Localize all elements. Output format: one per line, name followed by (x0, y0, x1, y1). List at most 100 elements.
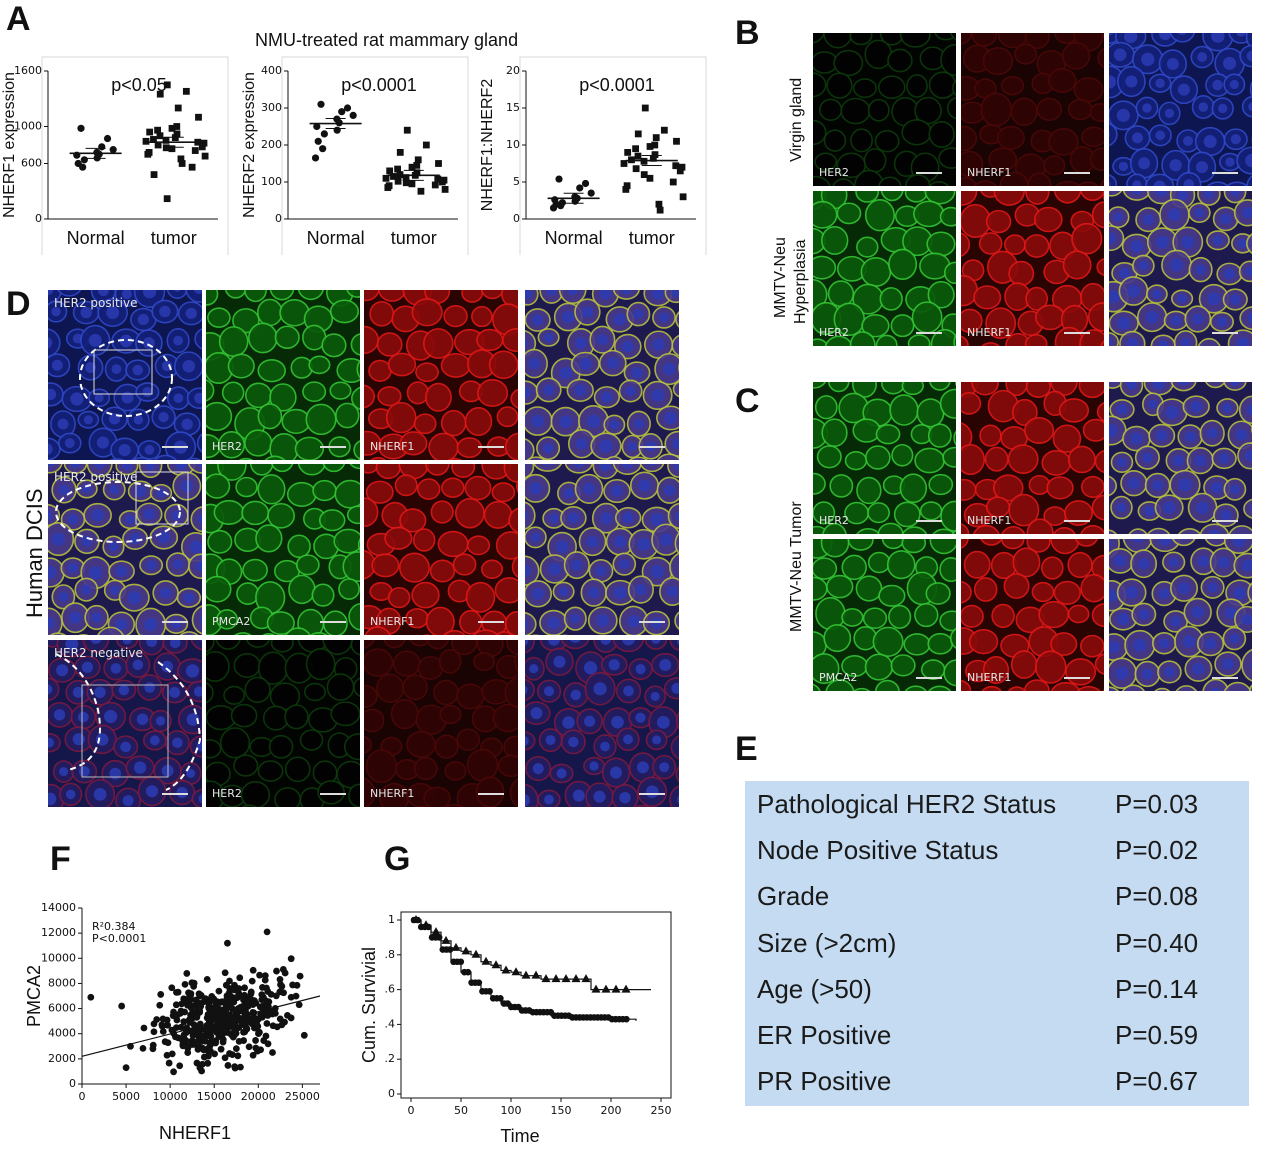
cell-shape (1008, 260, 1035, 287)
cell-shape (353, 440, 360, 460)
cell-shape (1080, 524, 1104, 534)
cell-shape (376, 673, 405, 704)
cell-shape (311, 583, 335, 607)
data-point (174, 988, 182, 996)
nucleus-shape (611, 715, 624, 729)
data-point (189, 1032, 197, 1039)
data-point (287, 955, 295, 963)
cell-shape (593, 640, 619, 653)
nucleus-shape (132, 364, 144, 376)
nucleus-shape (159, 305, 171, 318)
data-point (168, 124, 176, 132)
cell-shape (985, 209, 1012, 234)
chart-g-survival: 0 .2 .4 .6 .8 1 0 50 100 150 200 250 Cum. Survivial T… (359, 911, 672, 1146)
data-point (235, 1037, 243, 1045)
channel-label: PMCA2 (212, 615, 251, 628)
nucleus-shape (1232, 539, 1246, 548)
cell-shape (988, 147, 1018, 172)
cell-shape (973, 285, 1002, 310)
cell-shape (1100, 178, 1104, 186)
censor-marker (581, 974, 591, 983)
nucleus-shape (1109, 589, 1118, 602)
cell-shape (422, 328, 454, 359)
nucleus-shape (1212, 235, 1223, 246)
cell-shape (978, 232, 1003, 255)
nucleus-shape (573, 464, 585, 468)
panel-e-table: Pathological HER2 Status P=0.03 Node Posi… (745, 781, 1249, 1106)
cell-shape (1046, 476, 1074, 500)
data-point (263, 984, 270, 992)
nucleus-shape (525, 736, 529, 746)
nucleus-shape (127, 591, 141, 605)
cell-shape (525, 438, 535, 460)
cell-shape (861, 314, 890, 338)
data-point (183, 970, 191, 977)
table-row: Age (>50) P=0.14 (757, 974, 1199, 1004)
cell-shape (387, 352, 417, 377)
nucleus-shape (67, 562, 79, 574)
cell-shape (1073, 77, 1104, 103)
scale-bar (1212, 520, 1238, 522)
cell-shape (48, 677, 60, 702)
cell-shape (1052, 424, 1082, 453)
panel-a-title: NMU-treated rat mammary gland (255, 30, 519, 50)
table-row: PR Positive P=0.67 (757, 1066, 1199, 1096)
scale-bar (320, 446, 346, 448)
censor-marker (501, 965, 511, 974)
cell-shape (1053, 526, 1076, 534)
nucleus-shape (562, 310, 575, 324)
cell-shape (982, 655, 1010, 684)
cell-shape (901, 382, 924, 396)
nucleus-shape (659, 312, 670, 323)
cell-shape (444, 803, 464, 807)
cell-shape (236, 582, 260, 605)
data-point (172, 1001, 180, 1009)
cell-shape (1023, 679, 1050, 691)
nucleus-shape (1123, 33, 1138, 44)
cell-shape (267, 502, 295, 529)
data-point (641, 104, 649, 112)
cell-shape (904, 191, 928, 203)
cell-shape (823, 129, 847, 152)
nucleus-shape (88, 333, 102, 347)
x-tick-label: 200 (601, 1104, 622, 1117)
y-tick-label: 1600 (14, 64, 42, 77)
nucleus-shape (51, 532, 66, 546)
cell-shape (390, 698, 419, 730)
cell-shape (1226, 181, 1249, 186)
cell-shape (357, 537, 360, 552)
nucleus-shape (562, 716, 575, 729)
data-point (678, 163, 686, 171)
data-point (241, 1008, 249, 1016)
cell-shape (1228, 525, 1252, 534)
cell-shape (464, 407, 493, 437)
nucleus-shape (621, 340, 634, 353)
cell-shape (849, 33, 873, 46)
nucleus-shape (1229, 294, 1241, 305)
micrograph-tile (206, 640, 360, 807)
panel-d-side-label: Human DCIS (22, 488, 47, 618)
cell-shape (1024, 334, 1048, 346)
cell-shape (496, 654, 518, 680)
data-point (150, 171, 158, 178)
cell-shape (351, 386, 360, 411)
micrograph-tile (961, 33, 1104, 186)
x-tick-label: 150 (551, 1104, 572, 1117)
data-point (402, 174, 410, 181)
data-point (210, 1026, 218, 1033)
cell-shape (841, 608, 864, 627)
cell-shape (223, 685, 246, 705)
nucleus-shape (572, 789, 585, 802)
nucleus-shape (109, 484, 120, 495)
cell-shape (207, 529, 233, 554)
cell-shape (961, 679, 972, 691)
cell-shape (961, 177, 977, 186)
data-point (156, 90, 164, 98)
nucleus-shape (613, 313, 626, 326)
cell-shape (669, 640, 679, 651)
cell-shape (1109, 122, 1118, 147)
data-point (139, 1044, 147, 1052)
cell-shape (345, 458, 357, 460)
cell-shape (1048, 127, 1079, 156)
cell-shape (852, 78, 877, 99)
